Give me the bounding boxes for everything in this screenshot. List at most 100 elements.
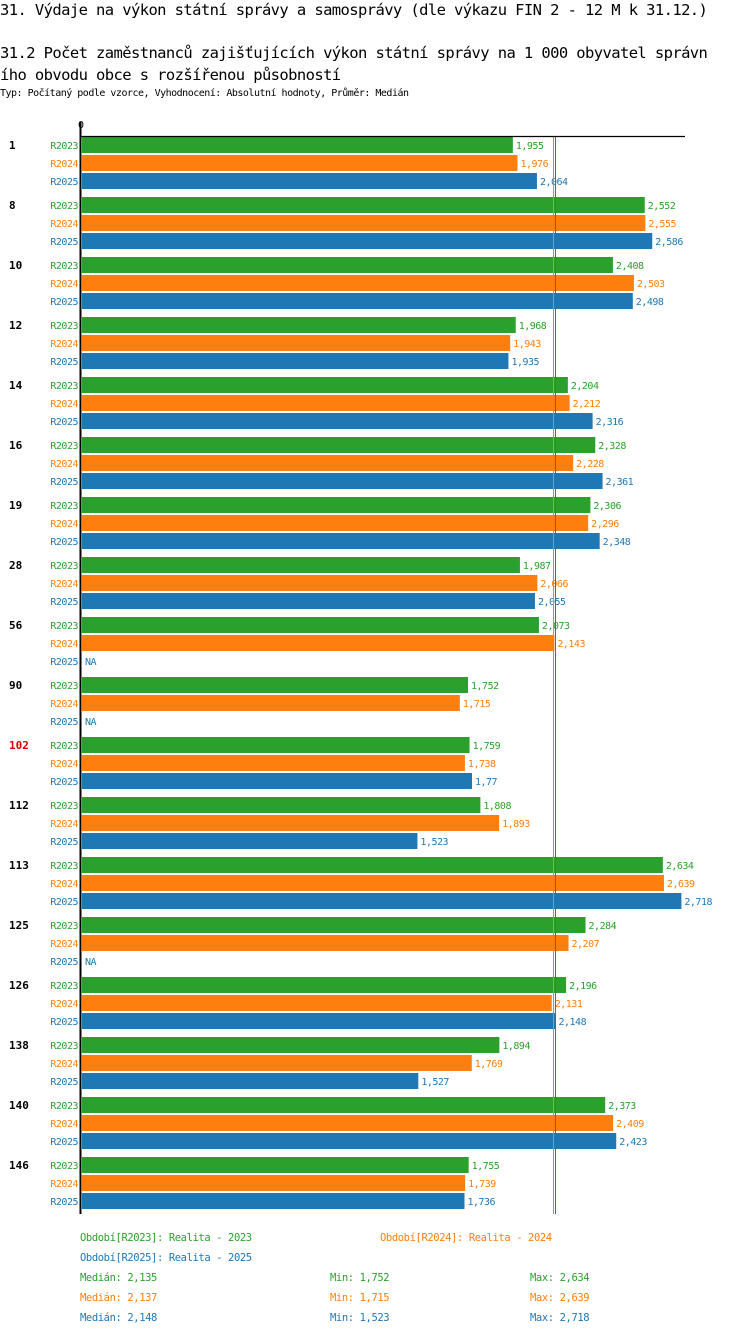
data-label: 1,739 [468, 1179, 496, 1190]
category-label: 1 [9, 139, 16, 152]
bar-r2023 [82, 1097, 606, 1113]
bar-r2025 [82, 293, 633, 309]
stat-min-r2023: Min: 1,752 [330, 1272, 390, 1284]
data-label: 2,348 [603, 537, 631, 548]
series-label: R2024 [50, 699, 78, 710]
category-label: 14 [9, 379, 23, 392]
data-label: 2,284 [589, 921, 617, 932]
series-label: R2023 [50, 1041, 78, 1052]
series-label: R2023 [50, 741, 78, 752]
data-label: 1,976 [520, 159, 548, 170]
report-title: 31. Výdaje na výkon státní správy a samo… [0, 1, 708, 19]
bar-r2024 [82, 275, 634, 291]
series-label: R2024 [50, 639, 78, 650]
data-label: 1,769 [475, 1059, 503, 1070]
data-label: 2,552 [648, 201, 676, 212]
data-label: 2,639 [667, 879, 695, 890]
series-label: R2023 [50, 621, 78, 632]
stat-min-r2024: Min: 1,715 [330, 1292, 390, 1304]
series-label: R2025 [50, 417, 78, 428]
data-label: 1,523 [420, 837, 448, 848]
series-label: R2024 [50, 279, 78, 290]
series-label: R2023 [50, 861, 78, 872]
series-label: R2023 [50, 201, 78, 212]
data-label: 1,715 [463, 699, 491, 710]
bar-r2025 [82, 1133, 617, 1149]
series-label: R2024 [50, 759, 78, 770]
bar-r2023 [82, 437, 596, 453]
category-label: 140 [9, 1099, 29, 1112]
series-label: R2023 [50, 921, 78, 932]
bar-r2024 [82, 995, 552, 1011]
bar-r2023 [82, 677, 469, 693]
stat-max-r2023: Max: 2,634 [530, 1272, 590, 1284]
bar-r2024 [82, 635, 555, 651]
category-label: 16 [9, 439, 23, 452]
series-label: R2023 [50, 561, 78, 572]
data-label: 1,968 [519, 321, 547, 332]
bar-r2025 [82, 413, 593, 429]
category-label: 126 [9, 979, 29, 992]
data-label: 2,555 [648, 219, 676, 230]
bar-r2023 [82, 797, 481, 813]
series-label: R2023 [50, 381, 78, 392]
bar-r2023 [82, 977, 567, 993]
chart-meta: Typ: Počítaný podle vzorce, Vyhodnocení:… [0, 88, 409, 99]
series-label: R2025 [50, 957, 78, 968]
bar-r2025 [82, 1013, 556, 1029]
bar-r2023 [82, 197, 645, 213]
data-label: 1,759 [473, 741, 501, 752]
data-label: 2,306 [593, 501, 621, 512]
data-label: 2,143 [557, 639, 585, 650]
bar-r2025 [82, 353, 509, 369]
data-label: 2,148 [558, 1017, 586, 1028]
data-label: 2,204 [571, 381, 599, 392]
data-label: 1,894 [502, 1041, 530, 1052]
data-label: 1,736 [467, 1197, 495, 1208]
bar-r2023 [82, 1157, 469, 1173]
bar-r2024 [82, 935, 569, 951]
bar-r2025 [82, 773, 472, 789]
series-label: R2025 [50, 717, 78, 728]
category-label: 138 [9, 1039, 29, 1052]
bar-r2024 [82, 875, 664, 891]
data-label: 2,498 [636, 297, 664, 308]
series-label: R2025 [50, 237, 78, 248]
bar-r2025 [82, 233, 653, 249]
data-label: 2,361 [606, 477, 634, 488]
data-label: 2,328 [598, 441, 626, 452]
bar-r2025 [82, 833, 418, 849]
bar-r2025 [82, 473, 603, 489]
stat-median-r2023: Medián: 2,135 [80, 1272, 157, 1284]
bar-r2024 [82, 1115, 614, 1131]
series-label: R2025 [50, 297, 78, 308]
data-label: 2,212 [573, 399, 601, 410]
data-label: NA [85, 657, 97, 668]
data-label: 2,423 [619, 1137, 647, 1148]
category-label: 8 [9, 199, 16, 212]
data-label: 1,943 [513, 339, 541, 350]
data-label: 2,408 [616, 261, 644, 272]
category-label: 28 [9, 559, 22, 572]
series-label: R2025 [50, 1137, 78, 1148]
series-label: R2024 [50, 399, 78, 410]
series-label: R2024 [50, 219, 78, 230]
bar-r2023 [82, 497, 591, 513]
bar-r2025 [82, 593, 535, 609]
bar-r2024 [82, 515, 589, 531]
data-label: 1,77 [475, 777, 498, 788]
data-label: 1,527 [421, 1077, 449, 1088]
bar-r2025 [82, 893, 682, 909]
series-label: R2024 [50, 339, 78, 350]
data-label: 2,316 [596, 417, 624, 428]
series-label: R2025 [50, 537, 78, 548]
data-label: 1,808 [483, 801, 511, 812]
series-label: R2024 [50, 939, 78, 950]
series-label: R2025 [50, 1197, 78, 1208]
category-label: 113 [9, 859, 29, 872]
data-label: NA [85, 957, 97, 968]
data-label: 1,987 [523, 561, 551, 572]
stat-max-r2025: Max: 2,718 [530, 1312, 590, 1324]
legend-r2024: Období[R2024]: Realita - 2024 [380, 1232, 552, 1244]
bar-r2023 [82, 137, 513, 153]
